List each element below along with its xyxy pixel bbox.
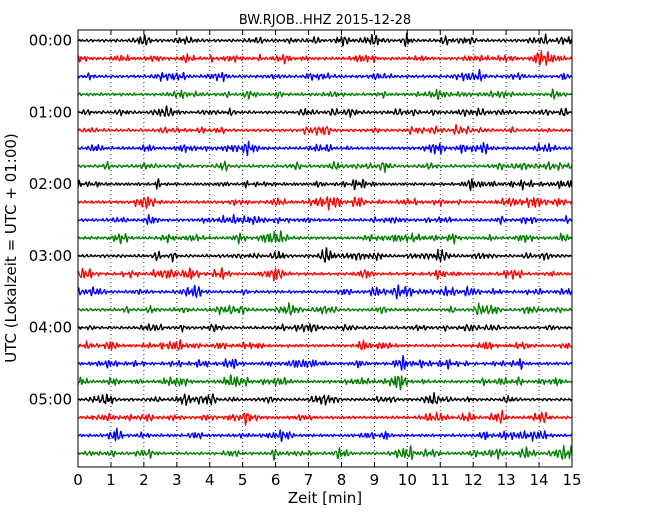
- trace-line: [77, 284, 573, 300]
- x-tick-label: 10: [398, 471, 417, 489]
- trace-line: [77, 88, 573, 101]
- trace-line: [77, 196, 573, 211]
- y-tick-label: 05:00: [29, 391, 72, 409]
- x-tick-label: 3: [172, 471, 182, 489]
- trace-line: [77, 354, 573, 371]
- chart-title: BW.RJOB..HHZ 2015-12-28: [239, 13, 411, 28]
- x-tick-label: 2: [139, 471, 149, 489]
- x-tick-label: 8: [337, 471, 347, 489]
- trace-line: [77, 444, 573, 461]
- x-tick-label: 5: [238, 471, 248, 489]
- x-tick-label: 13: [497, 471, 516, 489]
- trace-layer: [77, 32, 573, 461]
- x-tick-label: 0: [73, 471, 83, 489]
- trace-line: [77, 178, 573, 192]
- x-tick-label: 11: [431, 471, 450, 489]
- y-tick-label: 01:00: [29, 103, 72, 121]
- trace-line: [77, 160, 573, 174]
- x-tick-label: 12: [464, 471, 483, 489]
- y-axis-label: UTC (Lokalzeit = UTC + 01:00): [2, 133, 20, 363]
- trace-line: [77, 267, 573, 282]
- trace-line: [77, 213, 573, 226]
- x-tick-label: 15: [562, 471, 581, 489]
- x-tick-label: 1: [106, 471, 116, 489]
- y-tick-label: 02:00: [29, 175, 72, 193]
- trace-line: [77, 247, 573, 263]
- x-axis-label: Zeit [min]: [288, 489, 362, 507]
- x-tick-label: 7: [304, 471, 314, 489]
- trace-line: [77, 50, 573, 66]
- y-tick-label: 03:00: [29, 247, 72, 265]
- y-tick-label: 00:00: [29, 32, 72, 50]
- grid-layer: [110, 30, 540, 467]
- trace-line: [77, 323, 573, 333]
- trace-line: [77, 68, 573, 83]
- y-tick-label: 04:00: [29, 319, 72, 337]
- tick-layer: 0 1 2 3 4 5 6 7 8 9 10 11 12 13 14 1500:0001:0002:0003:…: [29, 30, 582, 489]
- trace-line: [77, 339, 573, 351]
- trace-line: [77, 302, 573, 316]
- trace-line: [77, 230, 573, 245]
- axes-frame: [77, 29, 573, 468]
- trace-line: [77, 392, 573, 406]
- trace-line: [77, 140, 573, 157]
- trace-line: [77, 105, 573, 118]
- trace-line: [77, 123, 573, 136]
- x-tick-label: 9: [370, 471, 380, 489]
- trace-line: [77, 409, 573, 426]
- trace-line: [77, 32, 573, 47]
- x-tick-label: 6: [271, 471, 281, 489]
- trace-line: [77, 427, 573, 443]
- x-tick-label: 4: [205, 471, 215, 489]
- x-tick-label: 14: [530, 471, 549, 489]
- trace-line: [77, 374, 573, 391]
